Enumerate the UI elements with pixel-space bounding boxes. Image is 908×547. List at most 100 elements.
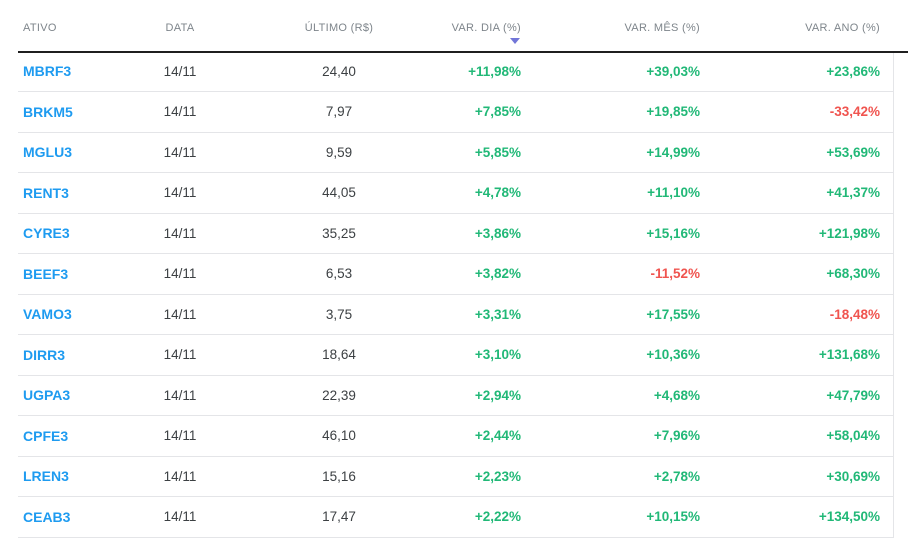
var-month-cell: +14,99% [534, 132, 713, 173]
ticker-link[interactable]: MBRF3 [23, 63, 72, 79]
table-row: VAMO3 14/11 3,75 +3,31% +17,55% -18,48% [18, 294, 893, 335]
price-cell: 35,25 [242, 213, 436, 254]
date-cell: 14/11 [118, 91, 242, 133]
table-row: LREN3 14/11 15,16 +2,23% +2,78% +30,69% [18, 456, 893, 497]
var-day-cell: +2,44% [436, 415, 534, 457]
var-year-cell: +131,68% [713, 334, 893, 376]
var-year-cell: +58,04% [713, 415, 893, 457]
date-cell: 14/11 [118, 51, 242, 92]
date-cell: 14/11 [118, 253, 242, 295]
ticker-link[interactable]: UGPA3 [23, 387, 71, 404]
price-cell: 22,39 [242, 375, 436, 416]
ticker-link[interactable]: CEAB3 [23, 508, 71, 525]
var-year-cell: +30,69% [713, 456, 893, 497]
ticker-cell: UGPA3 [18, 375, 118, 416]
column-header-var-dia[interactable]: VAR. DIA (%) [436, 0, 534, 51]
table-row: CYRE3 14/11 35,25 +3,86% +15,16% +121,98… [18, 213, 893, 254]
var-day-cell: +2,94% [436, 375, 534, 416]
ticker-cell: RENT3 [18, 172, 118, 214]
ticker-link[interactable]: CYRE3 [23, 225, 70, 242]
table-row: MBRF3 14/11 24,40 +11,98% +39,03% +23,86… [18, 51, 893, 92]
column-header-ultimo[interactable]: ÚLTIMO (R$) [304, 22, 374, 34]
ticker-link[interactable]: RENT3 [23, 184, 69, 201]
table-row: BEEF3 14/11 6,53 +3,82% -11,52% +68,30% [18, 253, 893, 295]
date-cell: 14/11 [118, 172, 242, 214]
ticker-cell: CPFE3 [18, 415, 118, 457]
stock-quotes-table: ATIVO DATA ÚLTIMO (R$) VAR. DIA (%) VAR.… [18, 0, 893, 538]
price-cell: 18,64 [242, 334, 436, 376]
ticker-link[interactable]: BRKM5 [23, 103, 73, 120]
table-row: MGLU3 14/11 9,59 +5,85% +14,99% +53,69% [18, 132, 893, 173]
var-day-cell: +3,82% [436, 253, 534, 295]
column-header-var-mes[interactable]: VAR. MÊS (%) [624, 22, 700, 34]
price-cell: 15,16 [242, 456, 436, 497]
var-month-cell: +4,68% [534, 375, 713, 416]
ticker-cell: MBRF3 [18, 51, 118, 92]
var-day-cell: +3,86% [436, 213, 534, 254]
var-year-cell: +134,50% [713, 496, 893, 538]
ticker-cell: VAMO3 [18, 294, 118, 335]
var-day-cell: +3,10% [436, 334, 534, 376]
var-month-cell: +11,10% [534, 172, 713, 214]
var-month-cell: -11,52% [534, 253, 713, 295]
var-day-cell: +2,22% [436, 496, 534, 538]
ticker-link[interactable]: CPFE3 [23, 427, 69, 444]
var-year-cell: +53,69% [713, 132, 893, 173]
var-day-cell: +2,23% [436, 456, 534, 497]
ticker-cell: MGLU3 [18, 132, 118, 173]
var-year-cell: +121,98% [713, 213, 893, 254]
price-cell: 6,53 [242, 253, 436, 295]
table-row: CEAB3 14/11 17,47 +2,22% +10,15% +134,50… [18, 496, 893, 538]
column-header-var-dia-label: VAR. DIA (%) [451, 22, 521, 34]
ticker-link[interactable]: MGLU3 [23, 144, 72, 161]
table-header-row: ATIVO DATA ÚLTIMO (R$) VAR. DIA (%) VAR.… [18, 0, 893, 51]
var-day-cell: +3,31% [436, 294, 534, 335]
ticker-cell: CEAB3 [18, 496, 118, 538]
table-row: DIRR3 14/11 18,64 +3,10% +10,36% +131,68… [18, 334, 893, 376]
var-year-cell: +41,37% [713, 172, 893, 214]
ticker-link[interactable]: LREN3 [23, 468, 69, 485]
date-cell: 14/11 [118, 294, 242, 335]
ticker-cell: BRKM5 [18, 91, 118, 133]
table-row: UGPA3 14/11 22,39 +2,94% +4,68% +47,79% [18, 375, 893, 416]
var-month-cell: +39,03% [534, 51, 713, 92]
date-cell: 14/11 [118, 456, 242, 497]
var-year-cell: +68,30% [713, 253, 893, 295]
ticker-cell: DIRR3 [18, 334, 118, 376]
table-right-border [893, 53, 894, 538]
date-cell: 14/11 [118, 375, 242, 416]
ticker-link[interactable]: DIRR3 [23, 346, 66, 363]
date-cell: 14/11 [118, 496, 242, 538]
var-month-cell: +10,15% [534, 496, 713, 538]
column-header-ativo[interactable]: ATIVO [23, 22, 57, 34]
var-month-cell: +17,55% [534, 294, 713, 335]
price-cell: 7,97 [242, 91, 436, 133]
var-month-cell: +10,36% [534, 334, 713, 376]
var-year-cell: +47,79% [713, 375, 893, 416]
price-cell: 9,59 [242, 132, 436, 173]
var-year-cell: +23,86% [713, 51, 893, 92]
price-cell: 44,05 [242, 172, 436, 214]
var-month-cell: +19,85% [534, 91, 713, 133]
var-day-cell: +5,85% [436, 132, 534, 173]
var-day-cell: +7,85% [436, 91, 534, 133]
date-cell: 14/11 [118, 132, 242, 173]
var-year-cell: -33,42% [713, 91, 893, 133]
column-header-var-ano[interactable]: VAR. ANO (%) [805, 22, 880, 34]
var-day-cell: +4,78% [436, 172, 534, 214]
date-cell: 14/11 [118, 334, 242, 376]
date-cell: 14/11 [118, 415, 242, 457]
ticker-cell: LREN3 [18, 456, 118, 497]
table-row: CPFE3 14/11 46,10 +2,44% +7,96% +58,04% [18, 415, 893, 457]
ticker-link[interactable]: BEEF3 [23, 265, 69, 282]
column-header-data[interactable]: DATA [165, 22, 195, 34]
header-divider [18, 51, 908, 53]
ticker-cell: BEEF3 [18, 253, 118, 295]
var-month-cell: +7,96% [534, 415, 713, 457]
var-month-cell: +2,78% [534, 456, 713, 497]
table-row: BRKM5 14/11 7,97 +7,85% +19,85% -33,42% [18, 91, 893, 133]
date-cell: 14/11 [118, 213, 242, 254]
ticker-link[interactable]: VAMO3 [23, 306, 72, 323]
price-cell: 24,40 [242, 51, 436, 92]
